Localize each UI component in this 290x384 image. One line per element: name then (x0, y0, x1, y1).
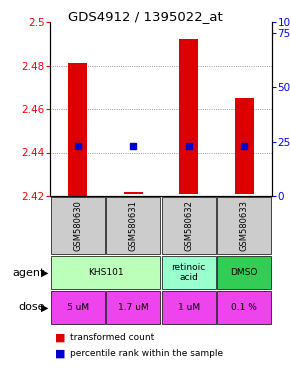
Bar (162, 256, 216, 289)
Bar (50, 291, 105, 324)
Bar (124, 192, 143, 194)
Text: GSM580630: GSM580630 (73, 200, 82, 251)
Bar (106, 291, 160, 324)
Text: 0.1 %: 0.1 % (231, 303, 257, 312)
Text: 1 uM: 1 uM (178, 303, 200, 312)
Bar (217, 291, 271, 324)
Bar (217, 256, 271, 289)
Bar (50, 197, 105, 255)
Bar (162, 291, 216, 324)
Text: KHS101: KHS101 (88, 268, 123, 277)
Bar (217, 197, 271, 255)
Text: GSM580632: GSM580632 (184, 200, 193, 251)
Text: ▶: ▶ (41, 303, 48, 313)
Text: ■: ■ (55, 349, 66, 359)
Text: GSM580633: GSM580633 (240, 200, 249, 251)
Text: percentile rank within the sample: percentile rank within the sample (70, 349, 223, 359)
Text: DMSO: DMSO (231, 268, 258, 277)
Bar (235, 98, 254, 194)
Text: dose: dose (19, 303, 45, 313)
Text: GDS4912 / 1395022_at: GDS4912 / 1395022_at (68, 10, 222, 23)
Text: 5 uM: 5 uM (67, 303, 89, 312)
Bar (106, 197, 160, 255)
Bar (68, 63, 88, 196)
Text: transformed count: transformed count (70, 333, 154, 343)
Bar (50, 256, 160, 289)
Bar (179, 40, 198, 194)
Text: agent: agent (13, 268, 45, 278)
Text: ■: ■ (55, 333, 66, 343)
Text: retinoic
acid: retinoic acid (172, 263, 206, 282)
Text: 1.7 uM: 1.7 uM (118, 303, 148, 312)
Text: GSM580631: GSM580631 (129, 200, 138, 251)
Text: ▶: ▶ (41, 268, 48, 278)
Bar (162, 197, 216, 255)
